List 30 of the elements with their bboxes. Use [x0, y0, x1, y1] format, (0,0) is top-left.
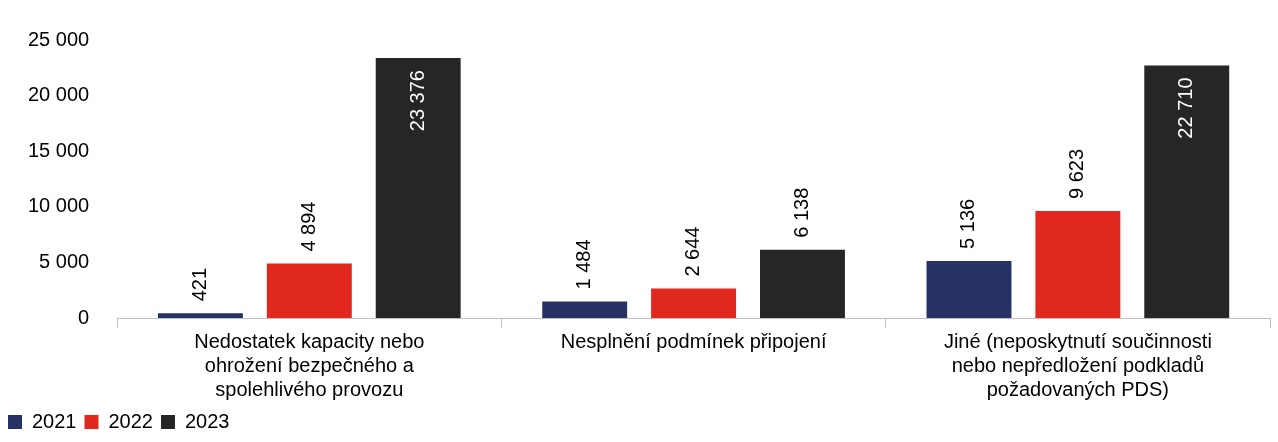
bar — [651, 288, 737, 318]
y-tick-label: 20 000 — [28, 83, 90, 106]
data-label: 1 484 — [572, 239, 595, 290]
legend-label: 2022 — [108, 409, 153, 432]
bar — [266, 263, 352, 318]
y-tick-label: 5 000 — [39, 249, 90, 272]
data-label: 4 894 — [296, 201, 319, 252]
bar — [1035, 210, 1121, 318]
bar — [375, 58, 461, 318]
data-label: 22 710 — [1174, 77, 1197, 139]
data-label: 5 136 — [956, 198, 979, 249]
x-tick-label: Nedostatek kapacity nebo ohrožení bezpečného a spolehlivého provozu — [194, 329, 425, 400]
bar — [1144, 65, 1230, 318]
y-tick-label: 0 — [78, 305, 90, 328]
y-tick-label: 10 000 — [28, 194, 90, 217]
data-label: 6 138 — [789, 187, 812, 238]
x-tick-label: Nesplnění podmínek připojení — [560, 329, 827, 352]
data-label: 421 — [187, 267, 210, 302]
data-label: 23 376 — [405, 70, 428, 132]
bar — [760, 249, 845, 318]
data-label: 9 623 — [1065, 148, 1088, 199]
legend-label: 2021 — [32, 409, 77, 432]
bar — [926, 260, 1012, 318]
y-tick-label: 15 000 — [28, 138, 90, 161]
legend-label: 2023 — [184, 409, 230, 432]
bar — [157, 313, 243, 318]
y-tick-label: 25 000 — [28, 27, 90, 50]
data-label: 2 644 — [681, 226, 704, 277]
bar — [542, 301, 628, 318]
x-tick-label: Jiné (neposkytnutí součinnosti nebo nepředložení podkladů požadovaných PDS) — [943, 329, 1212, 400]
